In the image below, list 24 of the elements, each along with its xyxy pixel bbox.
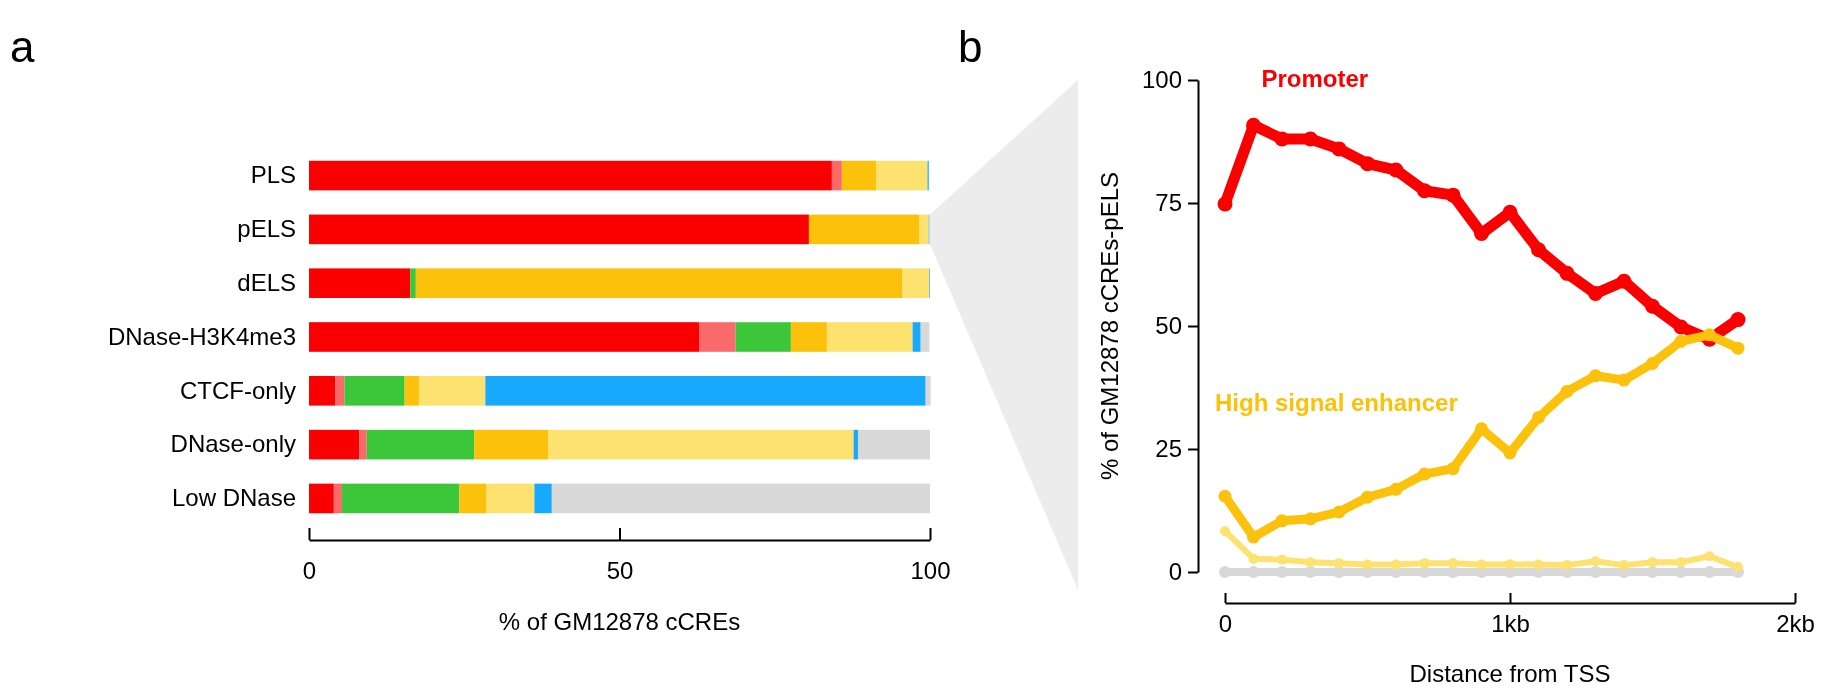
chart-title: b	[958, 22, 983, 71]
y-tick-label: DNase-H3K4me3	[107, 322, 296, 350]
series-label: High signal enhancer	[1215, 388, 1458, 416]
x-tick-label: 1kb	[1491, 610, 1530, 638]
x-axis-title: % of GM12878 cCREs	[498, 608, 741, 635]
series-label: Promoter	[1261, 65, 1369, 93]
x-tick-label: 2kb	[1776, 610, 1815, 638]
y-axis-title: % of GM12878 cCREs-pELS	[1096, 171, 1123, 481]
y-tick-label: Low DNase	[171, 484, 296, 512]
y-tick-label: pELS	[237, 215, 296, 243]
y-tick-label: CTCF-only	[179, 376, 296, 404]
x-tick-label: 100	[910, 557, 951, 585]
x-axis-title: Distance from TSS	[1409, 660, 1611, 687]
y-tick-label: PLS	[250, 161, 296, 189]
x-tick-label: 50	[606, 557, 634, 585]
x-tick-label: 0	[302, 557, 317, 585]
x-tick-label: 0	[1218, 610, 1233, 638]
y-tick-label: 25	[1155, 435, 1182, 463]
y-tick-label: 100	[1141, 66, 1182, 94]
y-tick-label: 75	[1155, 189, 1182, 217]
y-tick-label: dELS	[237, 268, 296, 296]
y-tick-label: DNase-only	[170, 430, 296, 458]
chart-title: a	[10, 22, 35, 71]
y-tick-label: 50	[1155, 312, 1182, 340]
